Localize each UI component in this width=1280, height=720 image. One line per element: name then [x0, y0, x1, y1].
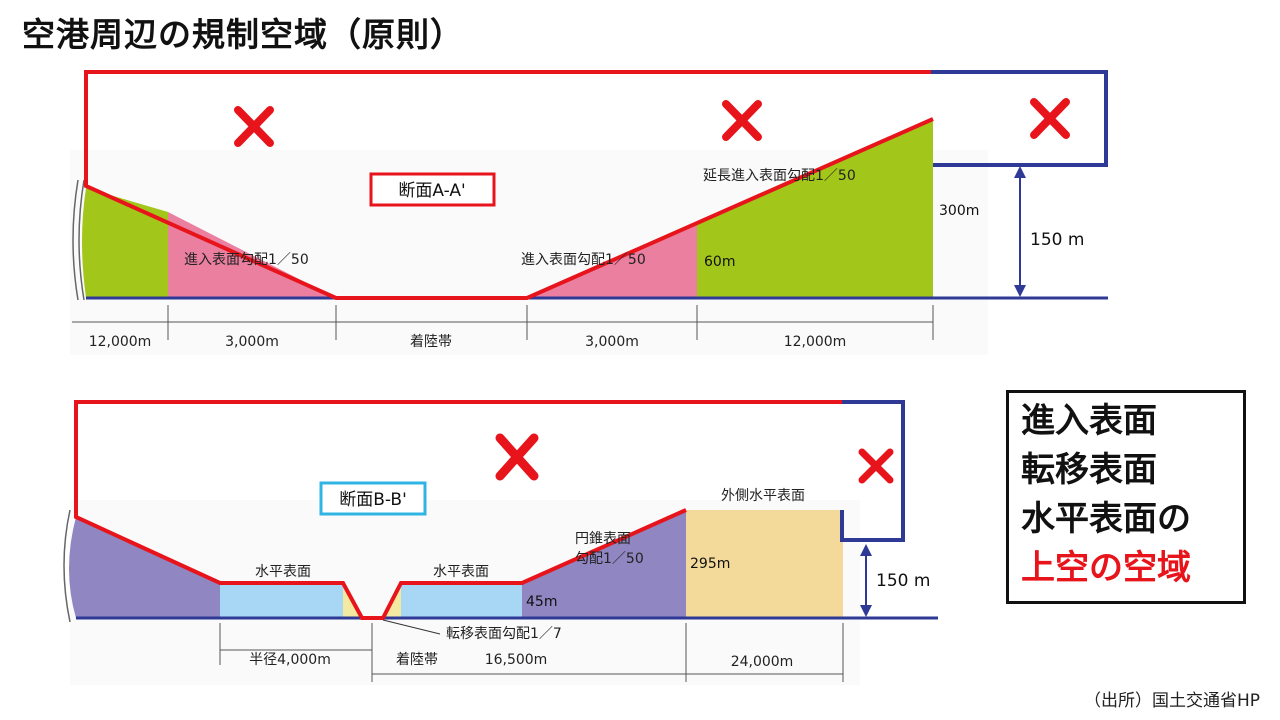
transitional-surface-label: 転移表面勾配1／7 — [446, 626, 562, 642]
page-title: 空港周辺の規制空域（原則） — [22, 15, 464, 54]
section-a: 断面A-A' 進入表面勾配1／50 進入表面勾配1／50 延長進入表面勾配1／5… — [70, 70, 1108, 355]
section-b-conical — [522, 510, 686, 618]
prohibited-x-icon — [722, 100, 762, 141]
height-295m-label: 295m — [690, 556, 730, 572]
legend-line-3: 水平表面の — [1021, 499, 1191, 539]
section-a-label-box — [369, 172, 496, 207]
section-b-outer-horizontal — [686, 510, 843, 618]
dim-a-1: 12,000m — [89, 334, 152, 350]
section-b-left-purple — [69, 517, 220, 618]
approach-surface-left-label: 進入表面勾配1／50 — [184, 252, 309, 268]
section-b-right-horizontal — [401, 583, 522, 618]
dim-a-4: 3,000m — [585, 334, 639, 350]
dim-a-5: 12,000m — [784, 334, 847, 350]
section-a-red-envelope — [84, 70, 934, 300]
section-b-blue-envelope — [840, 400, 905, 542]
conical-surface-label: 円錐表面 — [575, 531, 631, 547]
section-a-left-green — [82, 188, 168, 298]
height-45m-label: 45m — [526, 594, 557, 610]
horizontal-surface-left-label: 水平表面 — [255, 564, 311, 580]
section-b-red-envelope — [74, 400, 842, 620]
section-a-dimension-line — [72, 305, 934, 340]
landing-strip-label: 着陸帯 — [396, 652, 438, 668]
arrow-down-icon — [860, 605, 872, 617]
height-150m-label: 150 m — [1030, 230, 1084, 250]
prohibited-x-icon — [858, 448, 894, 484]
dim-a-3: 着陸帯 — [410, 334, 452, 350]
section-a-right-green — [697, 119, 933, 298]
section-a-break-mark-2 — [78, 179, 85, 301]
arrow-up-icon — [1014, 166, 1026, 178]
height-150m-b-label: 150 m — [876, 571, 930, 591]
height-60m-label: 60m — [704, 254, 735, 270]
section-a-break-mark — [72, 179, 79, 301]
section-b-label-box — [319, 481, 427, 516]
section-a-blue-envelope — [931, 70, 1108, 167]
extended-approach-label: 延長進入表面勾配1／50 — [703, 168, 856, 184]
prohibited-x-icon — [495, 433, 539, 481]
section-b-dimension-line — [219, 623, 844, 682]
arrow-down-icon — [1014, 285, 1026, 297]
arrow-up-icon — [860, 544, 872, 556]
section-a-label: 断面A-A' — [398, 181, 465, 201]
legend-line-2: 転移表面 — [1021, 450, 1157, 490]
legend-line-1: 進入表面 — [1021, 401, 1157, 441]
dim-b-radius: 半径4,000m — [249, 652, 331, 668]
prohibited-x-icon — [1030, 98, 1070, 139]
prohibited-x-icon — [234, 106, 274, 147]
dim-b-24000: 24,000m — [731, 654, 794, 670]
height-300m-label: 300m — [939, 203, 979, 219]
transitional-pointer — [382, 619, 441, 635]
approach-surface-right-label: 進入表面勾配1／50 — [521, 252, 646, 268]
source-note: （出所）国土交通省HP — [1083, 691, 1260, 711]
section-b: 断面B-B' 水平表面 水平表面 円錐表面 勾配1／50 外側水平表面 45m … — [63, 400, 938, 685]
outer-horizontal-label: 外側水平表面 — [721, 488, 805, 504]
legend-box: 進入表面 転移表面 水平表面の 上空の空域 — [1006, 390, 1246, 604]
legend-line-4: 上空の空域 — [1021, 548, 1191, 588]
section-b-left-horizontal — [220, 583, 343, 618]
conical-gradient-label: 勾配1／50 — [575, 551, 644, 567]
horizontal-surface-right-label: 水平表面 — [433, 564, 489, 580]
dim-a-2: 3,000m — [225, 334, 279, 350]
dim-b-16500: 16,500m — [485, 652, 548, 668]
section-b-break-mark — [63, 509, 71, 623]
section-a-left-pink — [168, 212, 336, 298]
section-b-label: 断面B-B' — [339, 490, 407, 510]
